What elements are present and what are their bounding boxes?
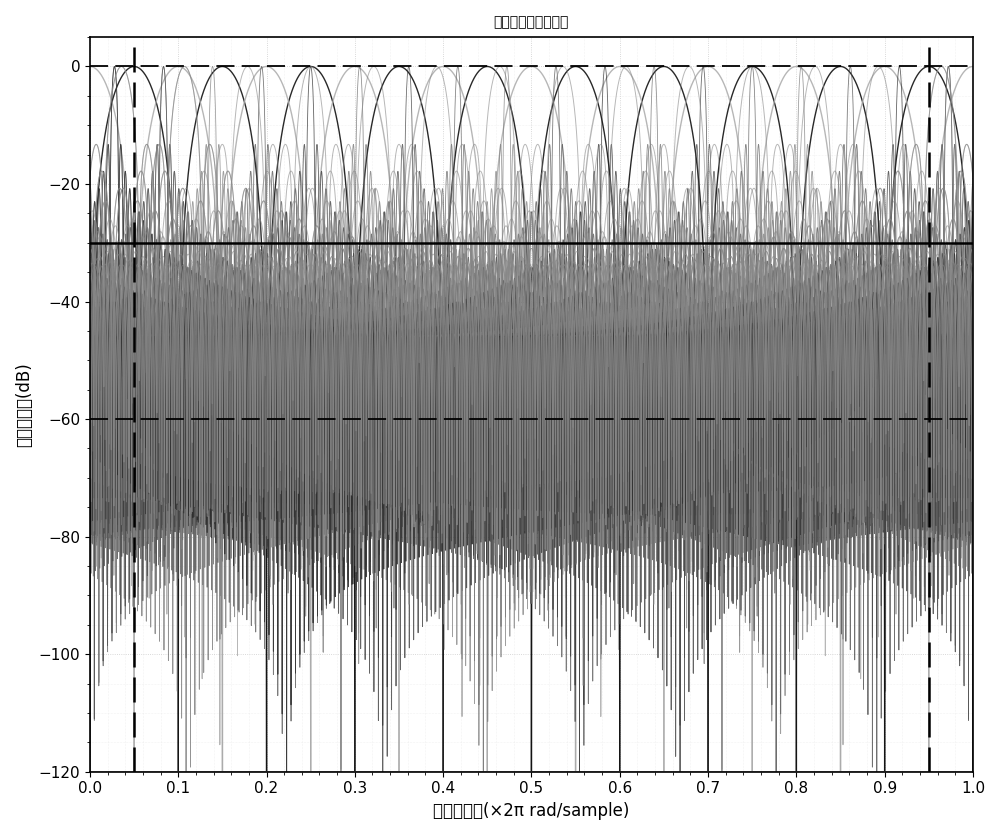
Y-axis label: 滤波器增益(dB): 滤波器增益(dB) — [15, 362, 33, 447]
X-axis label: 归一化频率(×2π rad/sample): 归一化频率(×2π rad/sample) — [433, 802, 630, 820]
Title: 调整前的滤波器响应: 调整前的滤波器响应 — [494, 15, 569, 29]
